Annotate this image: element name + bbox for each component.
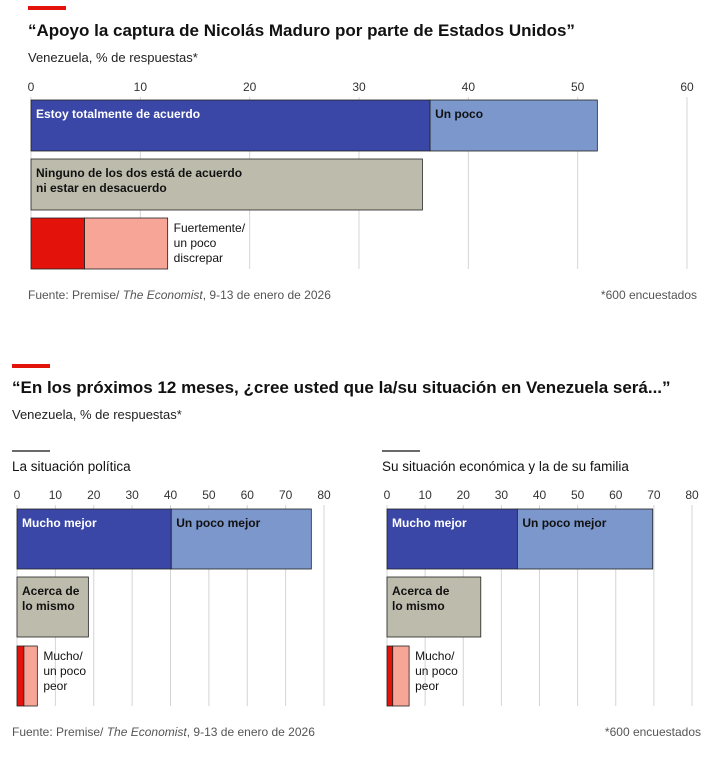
- tick-label: 70: [279, 488, 293, 502]
- bar-outside-label: Mucho/un poco peor: [43, 649, 86, 693]
- bar-segment: [386, 576, 482, 638]
- chart1-subtitle: Venezuela, % de respuestas*: [28, 50, 198, 65]
- tick-label: 10: [418, 488, 432, 502]
- bar-segment: [516, 508, 654, 570]
- bar-segment: [30, 158, 423, 211]
- tick-label: 40: [533, 488, 547, 502]
- bar-outside-label: Fuertemente/un poco discrepar: [174, 221, 246, 265]
- bar-segment: [170, 508, 312, 570]
- chart1-source: Fuente: Premise/ The Economist, 9-13 de …: [28, 288, 331, 302]
- bar-label: Acerca de lo mismo: [392, 584, 450, 613]
- chart2-right-plot: 0 10 20 30 40 50 60 70 80 Mucho mejor Un poco mejo…: [384, 488, 699, 707]
- bar-label: Mucho mejor: [22, 516, 97, 530]
- bar-segment: [429, 99, 598, 152]
- chart1-title: “Apoyo la captura de Nicolás Maduro por …: [28, 21, 575, 40]
- bar-label: Mucho mejor: [392, 516, 467, 530]
- bar-segment: [30, 99, 431, 152]
- panel-right-title: Su situación económica y la de su famili…: [382, 459, 629, 474]
- tick-label: 80: [685, 488, 699, 502]
- chart1-note: *600 encuestados: [601, 288, 697, 302]
- chart1-plot: 0 10 20 30 40 50 60 Estoy totalmente de acuerdo…: [28, 80, 694, 270]
- tick-label: 40: [164, 488, 178, 502]
- tick-label: 10: [49, 488, 63, 502]
- bar-label: Un poco: [435, 107, 483, 121]
- chart2-left-plot: 0 10 20 30 40 50 60 70 80 Mucho mejor Un poco mejo…: [14, 488, 331, 707]
- bar-outside-label: Mucho/un poco peor: [415, 649, 458, 693]
- tick-label: 60: [680, 80, 694, 94]
- tick-label: 50: [202, 488, 216, 502]
- bar-segment: [84, 217, 169, 270]
- bar-segment: [392, 645, 410, 707]
- tick-label: 20: [243, 80, 257, 94]
- tick-label: 40: [462, 80, 476, 94]
- bar-segment: [386, 508, 518, 570]
- tick-label: 30: [125, 488, 139, 502]
- tick-label: 30: [495, 488, 509, 502]
- tick-label: 0: [384, 488, 391, 502]
- tick-label: 70: [647, 488, 661, 502]
- accent-bar-top: [28, 6, 66, 10]
- tick-label: 10: [134, 80, 148, 94]
- panel-left-title: La situación política: [12, 459, 131, 474]
- accent-bar-bottom: [12, 364, 50, 368]
- tick-label: 60: [241, 488, 255, 502]
- bar-segment: [386, 645, 394, 707]
- tick-label: 0: [28, 80, 35, 94]
- bar-segment: [23, 645, 38, 707]
- bar-label: Ninguno de los dos está de acuerdo ni est…: [36, 166, 242, 195]
- tick-label: 20: [457, 488, 471, 502]
- chart2-source: Fuente: Premise/ The Economist, 9-13 de …: [12, 725, 315, 739]
- bar-segment: [16, 645, 25, 707]
- tick-label: 20: [87, 488, 101, 502]
- tick-label: 30: [352, 80, 366, 94]
- bar-segment: [30, 217, 85, 270]
- bar-label: Un poco mejor: [522, 516, 606, 530]
- chart2-subtitle: Venezuela, % de respuestas*: [12, 407, 182, 422]
- tick-label: 50: [571, 80, 585, 94]
- tick-label: 60: [609, 488, 623, 502]
- bar-label: Acerca de lo mismo: [22, 584, 80, 613]
- tick-label: 50: [571, 488, 585, 502]
- tick-label: 0: [14, 488, 21, 502]
- chart2-title: “En los próximos 12 meses, ¿cree usted q…: [12, 378, 671, 397]
- chart2-note: *600 encuestados: [605, 725, 701, 739]
- bar-segment: [16, 508, 172, 570]
- bar-label: Un poco mejor: [176, 516, 260, 530]
- bar-label: Estoy totalmente de acuerdo: [36, 107, 200, 121]
- tick-label: 80: [317, 488, 331, 502]
- bar-segment: [16, 576, 89, 638]
